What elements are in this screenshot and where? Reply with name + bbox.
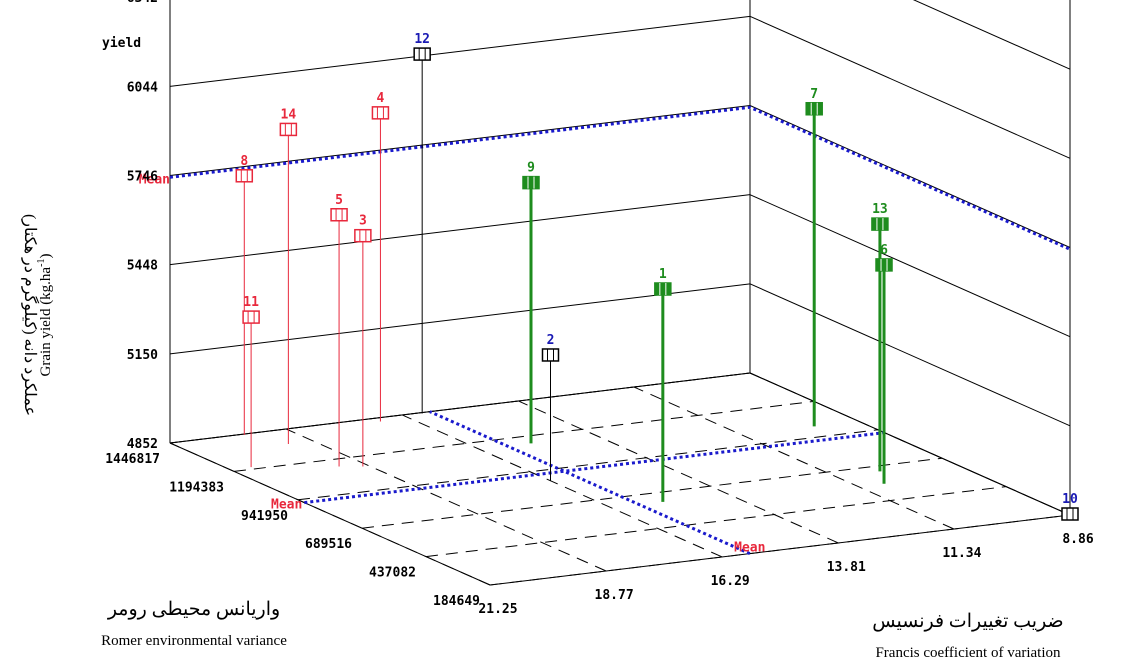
point-marker <box>875 258 893 272</box>
point-stems <box>243 55 886 502</box>
floor-grid <box>169 372 1071 586</box>
point-marker <box>235 169 254 183</box>
floor-gridline-cv <box>169 442 491 586</box>
mean-label-yield: Mean <box>139 172 170 187</box>
point-label: 8 <box>240 154 248 169</box>
wall-gridline-left <box>169 194 751 266</box>
z-tick-label: 6342 <box>127 0 158 6</box>
point-marker <box>805 102 823 116</box>
mean-label-cv: Mean <box>734 541 765 556</box>
floor-gridline-variance <box>489 514 1071 586</box>
point-label: 6 <box>880 243 888 258</box>
point-label: 13 <box>872 202 888 217</box>
floor-gridline-cv <box>749 372 1071 516</box>
x-tick-label: 8.86 <box>1062 532 1093 547</box>
floor-gridline-variance <box>169 372 751 444</box>
point-marker <box>871 217 889 231</box>
point-marker <box>371 106 390 120</box>
mean-line-cv-floor <box>429 410 751 556</box>
z-tick-label: 6044 <box>127 80 158 95</box>
point-label: 3 <box>359 214 367 229</box>
point-marker <box>541 348 560 362</box>
y-tick-label: 689516 <box>305 537 352 552</box>
y-tick-label: 941950 <box>241 509 288 524</box>
point-marker <box>522 175 540 190</box>
z-tick-label: 5150 <box>127 348 158 363</box>
y-axis-title-en: Romer environmental variance <box>101 633 287 649</box>
x-axis-title-fa: ضریب تغییرات فرنسیس <box>872 611 1063 632</box>
wall-gridline-right <box>749 105 1071 248</box>
vertical-axis-title-en-sup: -1 <box>36 259 47 267</box>
y-tick-label: 437082 <box>369 566 416 581</box>
point-label: 2 <box>547 333 555 348</box>
point-label: 9 <box>527 161 535 176</box>
floor-edge-variance-axis <box>169 442 491 586</box>
chart-frame <box>169 0 1071 516</box>
floor-edge-back-right <box>749 372 1071 516</box>
point-marker <box>413 47 431 61</box>
floor-gridline-variance <box>233 400 815 472</box>
x-axis-title-en: Francis coefficient of variation <box>875 645 1061 661</box>
floor-gridline-cv <box>401 414 723 558</box>
point-label: 7 <box>810 87 818 102</box>
point-label: 5 <box>335 193 343 208</box>
point-marker <box>354 228 372 243</box>
wall-gridline-left <box>169 283 751 355</box>
point-label: 11 <box>243 295 259 310</box>
x-tick-label: 11.34 <box>942 546 981 561</box>
vertical-axis-title: عملکرد دانه (کیلوگرم در هکتار) Grain yie… <box>21 214 54 416</box>
point-marker <box>330 208 348 222</box>
y-tick-label: 184649 <box>433 594 480 609</box>
z-tick-label: 5746 <box>127 170 158 185</box>
point-marker <box>1061 507 1079 521</box>
mean-lines: Mean Mean Mean <box>139 105 1071 556</box>
vertical-axis-title-fa: عملکرد دانه (کیلوگرم در هکتار) <box>21 214 40 416</box>
point-label: 12 <box>414 32 430 47</box>
z-tick-label: 4852 <box>127 437 158 452</box>
point-marker <box>242 310 260 324</box>
wall-gridline-right <box>912 0 1071 70</box>
mean-line-yield-wall <box>169 105 1071 251</box>
y-tick-label: 1194383 <box>169 480 224 495</box>
y-tick-label: 1446817 <box>105 452 160 467</box>
z-axis-title: yield <box>102 36 141 51</box>
tick-labels: 4852515054485746604463421846494370826895… <box>105 0 1094 617</box>
floor-gridline-variance <box>361 457 943 529</box>
vertical-axis-title-en-end: ) <box>38 254 54 259</box>
wall-gridline-left <box>169 15 751 87</box>
vertical-axis-title-en-main: Grain yield (kg.ha <box>38 267 54 377</box>
x-tick-label: 21.25 <box>478 602 517 617</box>
x-tick-label: 18.77 <box>595 588 634 603</box>
x-tick-label: 13.81 <box>827 560 866 575</box>
wall-gridline-right <box>749 194 1071 338</box>
point-label: 1 <box>659 267 667 282</box>
point-marker <box>279 122 298 137</box>
z-tick-label: 5448 <box>127 259 158 274</box>
floor-gridline-variance <box>425 486 1007 558</box>
x-tick-label: 16.29 <box>711 574 750 589</box>
floor-gridline-cv <box>518 400 839 544</box>
wall-gridline-right <box>749 283 1071 427</box>
floor-gridline-variance <box>297 429 879 501</box>
mean-line-variance-floor <box>304 431 885 505</box>
vertical-axis-title-en: Grain yield (kg.ha-1) <box>36 254 54 377</box>
point-label: 10 <box>1062 492 1078 507</box>
point-marker <box>654 282 672 296</box>
point-label: 14 <box>281 107 297 122</box>
mean-label-variance: Mean <box>271 498 302 513</box>
y-axis-title-fa: واریانس محیطی رومر <box>107 599 280 620</box>
wall-gridline-right <box>749 15 1071 159</box>
wall-gridline-left <box>169 105 751 176</box>
point-label: 4 <box>377 91 385 106</box>
floor-gridline-cv <box>633 386 955 530</box>
